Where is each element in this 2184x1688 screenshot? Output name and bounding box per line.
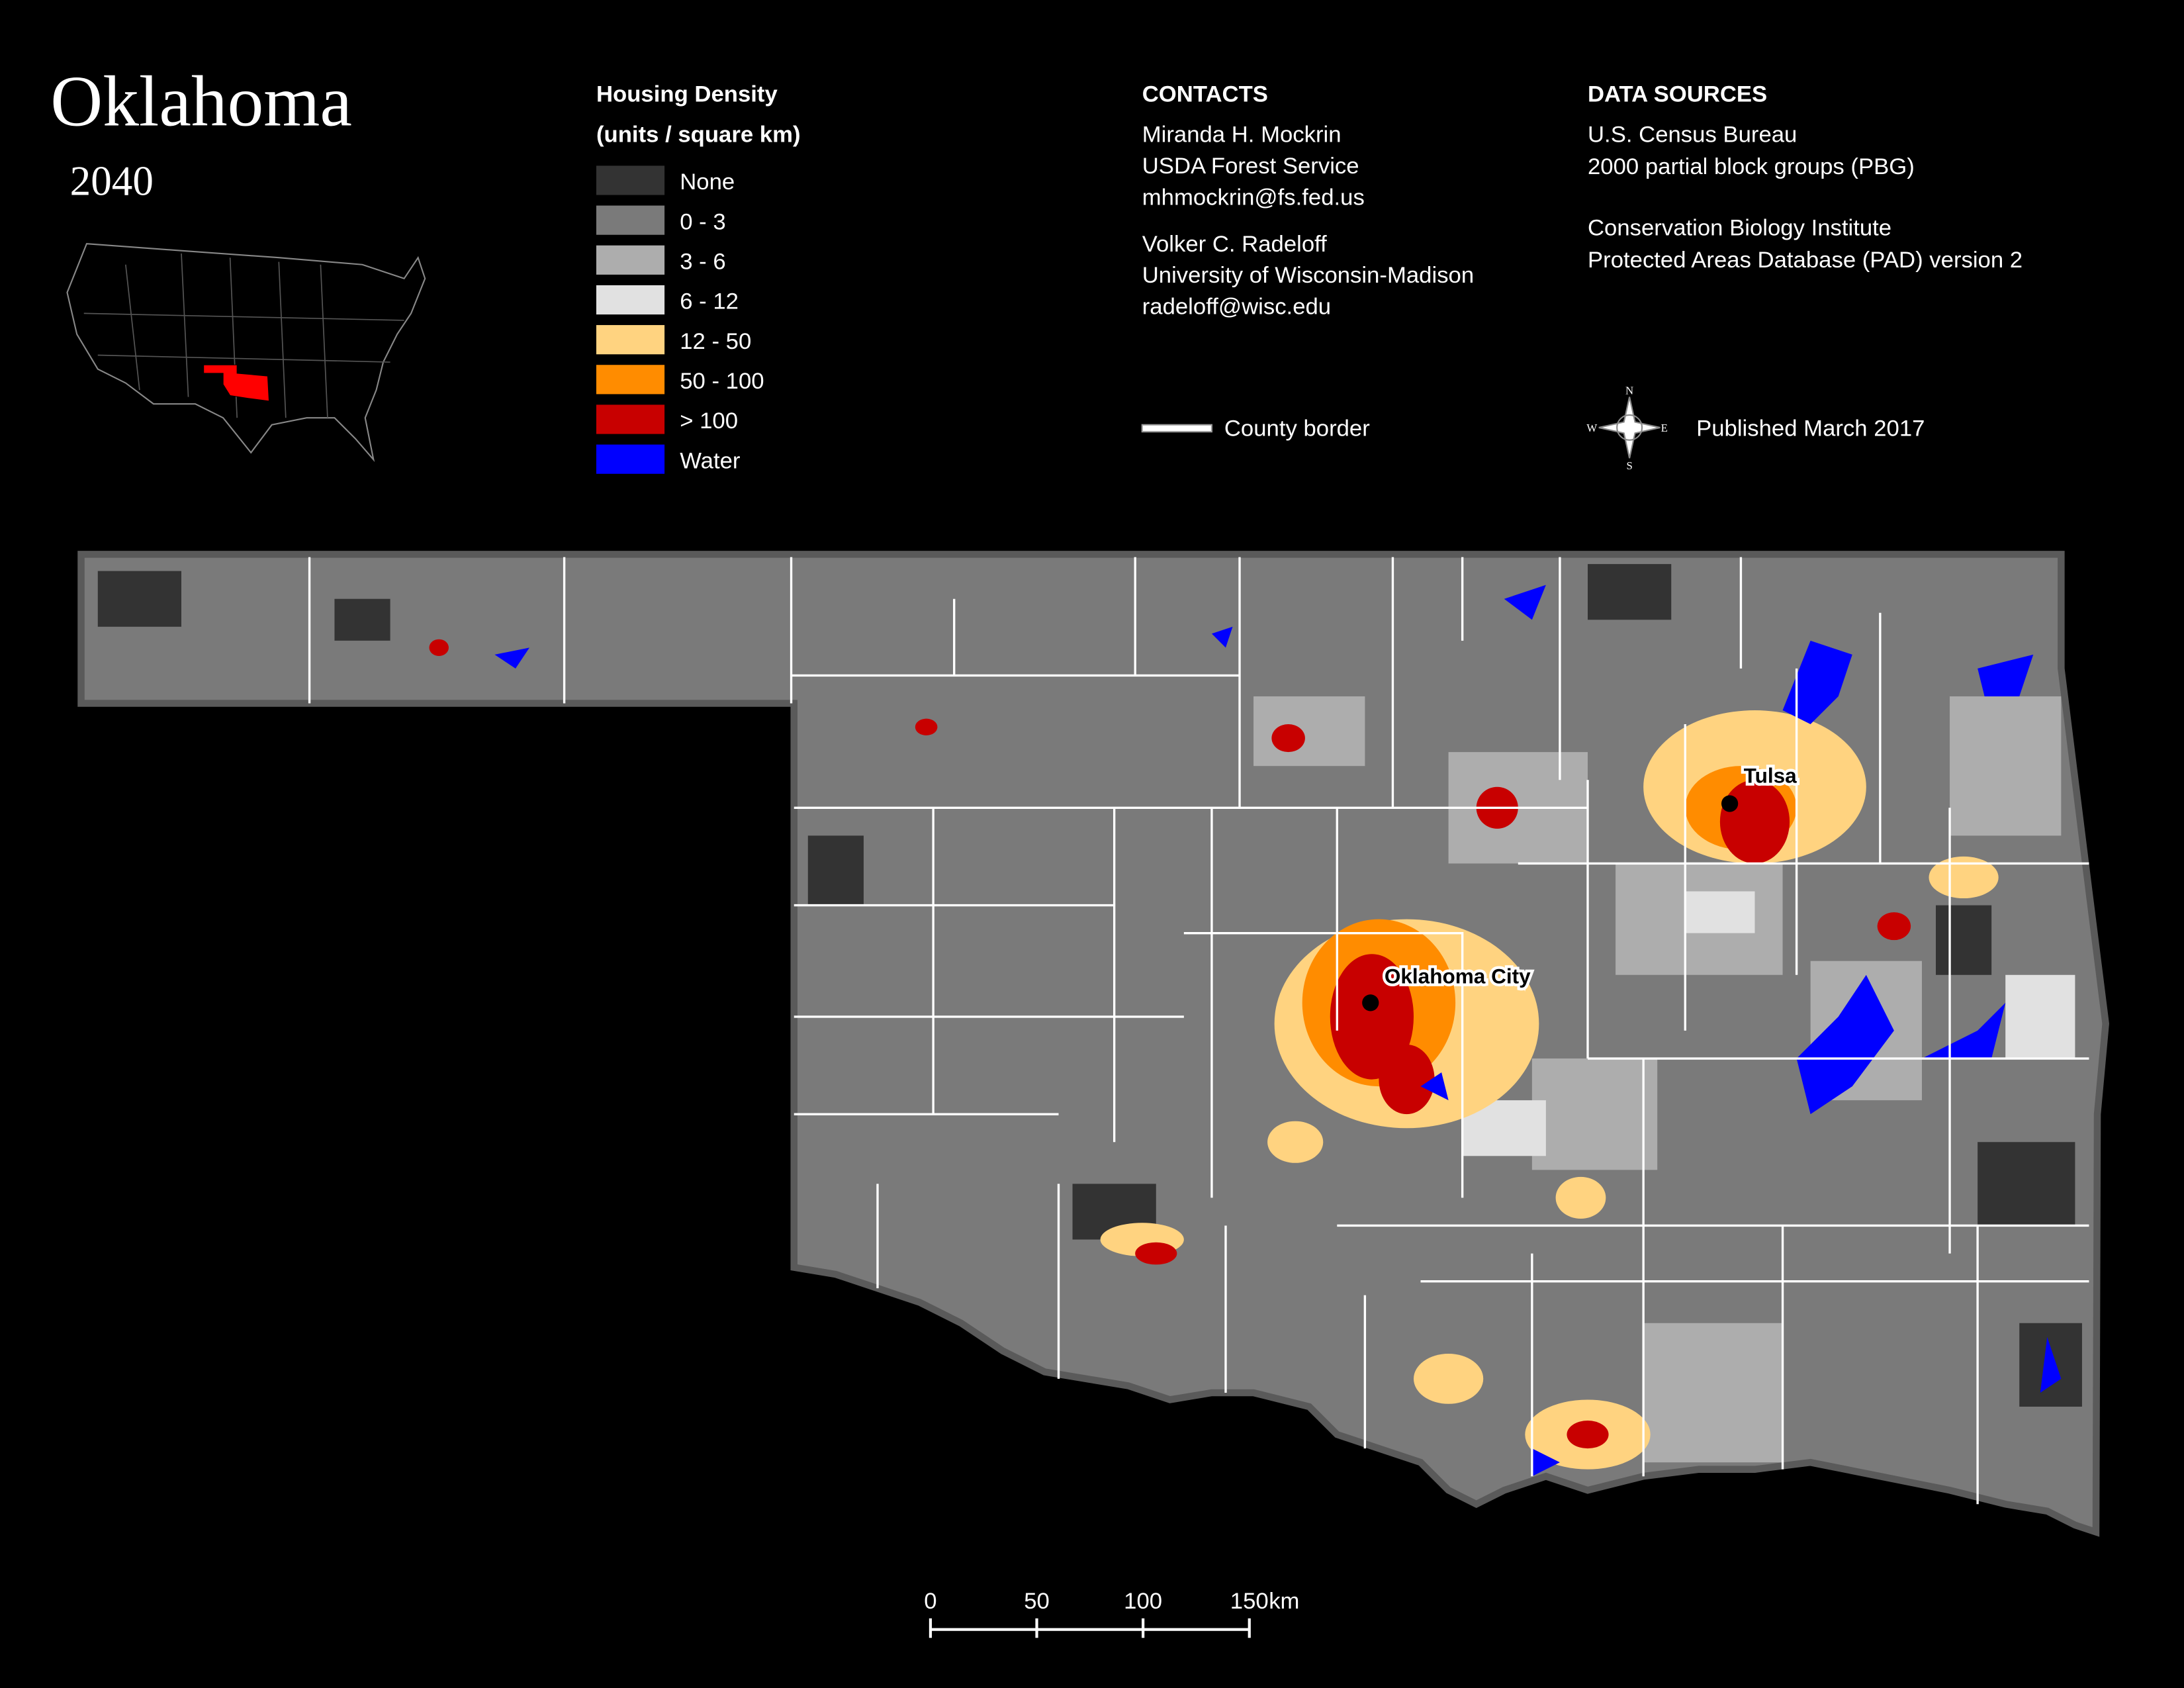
legend-label: 0 - 3 [680, 209, 725, 234]
source-line: 2000 partial block groups (PBG) [1588, 154, 1915, 179]
legend-label: Water [680, 448, 740, 473]
legend-title: Housing Density [596, 82, 778, 107]
legend: None 0 - 3 3 - 6 6 - 12 12 - 50 50 - 100 > 100… [596, 165, 764, 474]
source-line: Conservation Biology Institute [1588, 216, 1891, 241]
subtitle: 2040 [70, 158, 154, 205]
city-label: Tulsa [1744, 763, 1797, 787]
legend-subtitle: (units / square km) [596, 122, 801, 148]
legend-swatch [596, 165, 665, 195]
scale-label: 100 [1124, 1589, 1162, 1614]
data-sources: U.S. Census Bureau 2000 partial block gro… [1588, 122, 2023, 273]
county-border-label: County border [1224, 416, 1370, 442]
scale-label: 150 [1230, 1589, 1269, 1614]
contact-line: radeloff@wisc.edu [1142, 294, 1331, 319]
compass-s: S [1626, 459, 1632, 472]
city-label: Oklahoma City [1385, 964, 1531, 988]
state-map: Tulsa Oklahoma City [77, 551, 2109, 1537]
compass: N S E W [1586, 384, 1667, 472]
legend-label: 6 - 12 [680, 289, 739, 314]
contacts-title: CONTACTS [1142, 82, 1268, 107]
contact-line: mhmockrin@fs.fed.us [1142, 185, 1365, 210]
source-line: Protected Areas Database (PAD) version 2 [1588, 248, 2023, 273]
contact-line: University of Wisconsin-Madison [1142, 263, 1474, 288]
legend-swatch [596, 205, 665, 235]
legend-swatch [596, 325, 665, 355]
contact-line: Volker C. Radeloff [1142, 232, 1327, 257]
legend-label: 12 - 50 [680, 329, 751, 354]
us-inset [66, 243, 426, 463]
city-dot [1721, 795, 1739, 812]
city-dot [1362, 994, 1379, 1011]
compass-n: N [1625, 384, 1633, 397]
county-border-swatch [1141, 424, 1212, 433]
scale-label: 50 [1024, 1589, 1050, 1614]
legend-swatch [596, 444, 665, 474]
scale-bar: 0 50 100 150 km [924, 1589, 1299, 1638]
legend-label: 3 - 6 [680, 249, 725, 274]
compass-e: E [1661, 422, 1668, 434]
legend-label: 50 - 100 [680, 369, 764, 394]
legend-label: None [680, 169, 735, 195]
scale-unit: km [1269, 1589, 1299, 1614]
contact-line: Miranda H. Mockrin [1142, 122, 1342, 148]
legend-label: > 100 [680, 408, 738, 434]
sources-title: DATA SOURCES [1588, 82, 1767, 107]
title: Oklahoma [50, 61, 352, 141]
source-line: U.S. Census Bureau [1588, 122, 1797, 148]
published: Published March 2017 [1696, 416, 1925, 442]
legend-swatch [596, 285, 665, 315]
legend-swatch [596, 245, 665, 275]
compass-w: W [1586, 422, 1597, 434]
legend-swatch [596, 365, 665, 395]
scale-label: 0 [924, 1589, 936, 1614]
contact-line: USDA Forest Service [1142, 154, 1359, 179]
legend-swatch [596, 404, 665, 434]
contacts: Miranda H. Mockrin USDA Forest Service mhm… [1142, 122, 1474, 320]
